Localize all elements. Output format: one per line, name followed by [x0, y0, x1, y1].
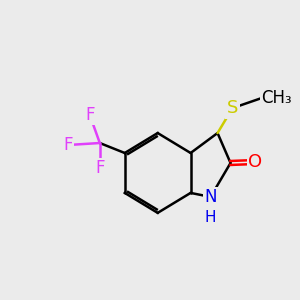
Text: F: F: [63, 136, 73, 154]
Text: F: F: [95, 159, 104, 177]
Text: N: N: [204, 188, 217, 206]
Text: H: H: [205, 210, 216, 225]
Text: F: F: [85, 106, 94, 124]
Text: O: O: [248, 153, 262, 171]
Text: S: S: [227, 99, 238, 117]
Text: CH₃: CH₃: [262, 89, 292, 107]
